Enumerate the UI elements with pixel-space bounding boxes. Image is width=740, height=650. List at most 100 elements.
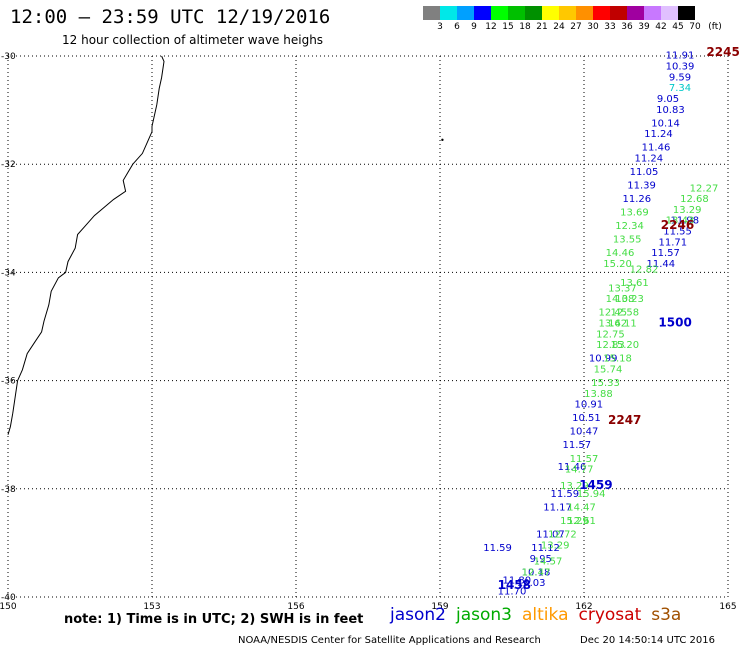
swh-value: 13.29 [560, 481, 589, 492]
swh-value: 11.05 [630, 167, 659, 178]
swh-value: 11.44 [646, 259, 675, 270]
swh-value: 14.47 [567, 502, 596, 513]
page-title: 12:00 – 23:59 UTC 12/19/2016 [10, 6, 331, 28]
colorbar-label: 18 [519, 22, 531, 32]
swh-value: 12.75 [596, 329, 625, 340]
colorbar-swatch [559, 6, 576, 20]
coastline [7, 55, 165, 435]
swh-value: 11.80 [502, 575, 531, 586]
swh-value: 10.99 [589, 354, 618, 365]
legend-jason3: jason3 [456, 605, 512, 625]
colorbar-label: 33 [604, 22, 616, 32]
swh-value: 11.98 [670, 216, 699, 227]
swh-value: 11.55 [663, 227, 692, 238]
colorbar-label: 39 [638, 22, 650, 32]
swh-value: 11.70 [498, 586, 527, 597]
colorbar-swatch [440, 6, 457, 20]
colorbar-label: 42 [655, 22, 667, 32]
swh-value: 12.82 [630, 264, 659, 275]
lat-tick-label: -30 [1, 52, 16, 62]
colorbar-label: 45 [672, 22, 684, 32]
pass-time-label: 1459 [579, 478, 612, 492]
swh-value: 14.46 [606, 248, 635, 259]
colorbar-swatch [610, 6, 627, 20]
page-subtitle: 12 hour collection of altimeter wave hei… [62, 33, 324, 47]
swh-value: 13.61 [620, 278, 649, 289]
lat-tick-label: -38 [1, 485, 16, 495]
lon-tick-label: 150 [0, 602, 17, 612]
swh-value: 10.91 [574, 400, 603, 411]
lat-tick-label: -34 [1, 268, 16, 278]
colorbar-swatch [627, 6, 644, 20]
lon-tick-label: 162 [575, 602, 592, 612]
colorbar-label: 12 [485, 22, 497, 32]
footer-timestamp: Dec 20 14:50:14 UTC 2016 [580, 635, 715, 646]
swh-value: 10.14 [651, 118, 680, 129]
colorbar-swatch [491, 6, 508, 20]
note: note: 1) Time is in UTC; 2) SWH is in fe… [64, 612, 364, 627]
swh-value: 15.74 [594, 364, 623, 375]
colorbar-swatch [423, 6, 440, 20]
lat-tick-label: -36 [1, 377, 16, 387]
swh-value: 14.11 [608, 319, 637, 330]
colorbar [423, 6, 695, 20]
swh-value: 10.47 [570, 427, 599, 438]
lon-tick-label: 159 [431, 602, 448, 612]
swh-value: 14.57 [534, 557, 563, 568]
swh-value: 11.59 [550, 489, 579, 500]
pass-time-label: 2247 [608, 413, 641, 427]
swh-value: 15.20 [610, 340, 639, 351]
colorbar-label: 3 [437, 22, 443, 32]
swh-value: 11.17 [543, 502, 572, 513]
swh-value: 11.57 [570, 454, 599, 465]
swh-value: 15.18 [603, 354, 632, 365]
legend-altika: altika [522, 605, 569, 625]
swh-value: 12.58 [610, 308, 639, 319]
swh-value: 13.23 [615, 294, 644, 305]
footer-credit: NOAA/NESDIS Center for Satellite Applica… [238, 635, 541, 646]
swh-value: 15.29 [560, 516, 589, 527]
swh-value: 13.29 [673, 205, 702, 216]
swh-value: 11.57 [651, 248, 680, 259]
lat-tick-label: -40 [1, 593, 16, 603]
swh-value: 12.72 [548, 529, 577, 540]
colorbar-label: 27 [570, 22, 582, 32]
colorbar-swatch [678, 6, 695, 20]
lat-tick-label: -32 [1, 160, 16, 170]
swh-value: 13.88 [584, 389, 613, 400]
lon-tick-label: 165 [719, 602, 736, 612]
colorbar-label: 15 [502, 22, 514, 32]
swh-value: 12.45 [598, 308, 627, 319]
swh-value: 10.51 [572, 413, 601, 424]
lon-tick-label: 156 [287, 602, 304, 612]
swh-value: 10.39 [666, 62, 695, 73]
swh-value: 11.39 [627, 181, 656, 192]
swh-value: 13.69 [620, 208, 649, 219]
swh-value: 11.24 [644, 129, 673, 140]
swh-value: 11.46 [558, 462, 587, 473]
swh-value: 13.62 [598, 319, 627, 330]
pass-time-label: 2246 [661, 218, 694, 232]
swh-value: 12.83 [596, 340, 625, 351]
swh-value: 11.71 [658, 237, 687, 248]
legend-jason2: jason2 [390, 605, 446, 625]
colorbar-unit: (ft) [708, 22, 722, 32]
colorbar-label: 6 [454, 22, 460, 32]
pass-time-label: 1500 [658, 316, 691, 330]
swh-value: 14.08 [606, 294, 635, 305]
swh-value: 15.20 [603, 259, 632, 270]
colorbar-label: 21 [536, 22, 548, 32]
swh-value: 13.43 [666, 216, 695, 227]
colorbar-label: 36 [621, 22, 633, 32]
swh-value: 12.27 [690, 183, 719, 194]
swh-value: 11.59 [483, 543, 512, 554]
legend-cryosat: cryosat [578, 605, 642, 625]
swh-value: 11.26 [622, 194, 651, 205]
swh-value: 11.24 [634, 153, 663, 164]
colorbar-swatch [644, 6, 661, 20]
swh-value: 10.18 [522, 567, 551, 578]
colorbar-swatch [474, 6, 491, 20]
colorbar-label: 30 [587, 22, 599, 32]
swh-value: 11.57 [562, 440, 591, 451]
colorbar-swatch [525, 6, 542, 20]
